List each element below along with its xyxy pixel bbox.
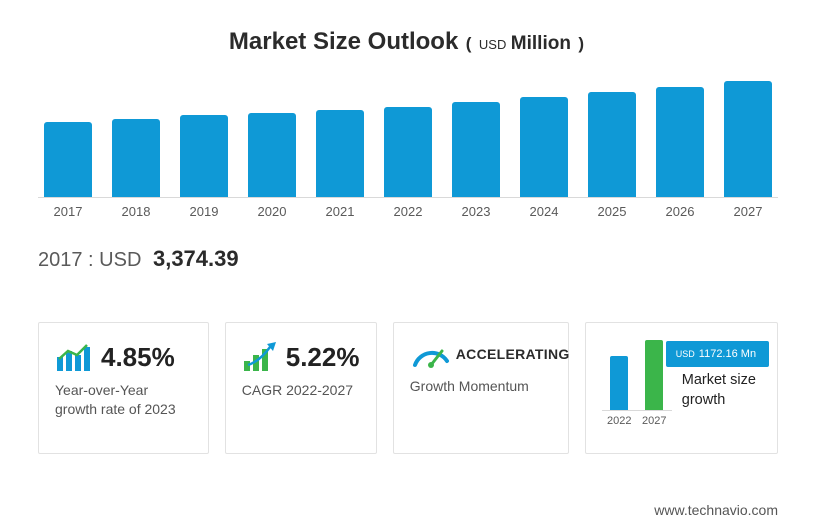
chart-bar (248, 113, 296, 197)
mini-chart-x-axis: 2022 2027 (602, 415, 672, 427)
card-yoy: 4.85% Year-over-Year growth rate of 2023 (38, 322, 209, 454)
momentum-label: Growth Momentum (410, 377, 552, 396)
highlight-year: 2017 (38, 249, 83, 271)
chart-bar (588, 92, 636, 197)
mini-bar-chart (602, 339, 672, 411)
chart-bar (44, 122, 92, 197)
chart-bar (112, 119, 160, 197)
chart-x-label: 2024 (520, 204, 568, 219)
chart-plot (38, 78, 778, 198)
badge-currency: USD (676, 349, 695, 359)
cagr-label: CAGR 2022-2027 (242, 381, 360, 400)
chart-x-label: 2027 (724, 204, 772, 219)
chart-bar (520, 97, 568, 197)
chart-bar (180, 115, 228, 197)
highlight-sep: : (83, 249, 100, 271)
highlight-value: 3,374.39 (147, 246, 239, 271)
growth-arrow-icon (242, 339, 280, 373)
highlight-value-line: 2017 : USD 3,374.39 (38, 246, 778, 272)
mini-chart-bar (610, 356, 628, 410)
mini-chart-bar (645, 340, 663, 410)
chart-x-label: 2026 (656, 204, 704, 219)
title-unit: Million (511, 33, 571, 54)
page-title: Market Size Outlook ( USD Million ) (38, 28, 778, 56)
growth-value-badge: USD 1172.16 Mn (666, 341, 769, 367)
chart-x-label: 2018 (112, 204, 160, 219)
card-cagr: 5.22% CAGR 2022-2027 (225, 322, 377, 454)
bar-line-chart-icon (55, 339, 95, 373)
gauge-icon (410, 339, 450, 369)
chart-x-label: 2020 (248, 204, 296, 219)
title-main: Market Size Outlook (229, 28, 458, 55)
yoy-value: 4.85% (101, 342, 175, 373)
chart-x-label: 2019 (180, 204, 228, 219)
title-paren-close: ) (575, 34, 587, 53)
chart-bar (384, 107, 432, 197)
chart-bar (724, 81, 772, 197)
yoy-label: Year-over-Year growth rate of 2023 (55, 381, 192, 419)
stat-cards: 4.85% Year-over-Year growth rate of 2023… (38, 322, 778, 454)
chart-x-label: 2022 (384, 204, 432, 219)
source-credit: www.technavio.com (654, 502, 778, 518)
chart-bar (316, 110, 364, 197)
mini-chart-x-label: 2027 (642, 415, 666, 427)
chart-bar (452, 102, 500, 197)
card-market-growth: 2022 2027 Market size growth USD 1172.16 … (585, 322, 778, 454)
cagr-value: 5.22% (286, 342, 360, 373)
chart-x-axis: 2017 2018 2019 2020 2021 2022 2023 2024 2025 2026… (38, 198, 778, 219)
card-momentum: ACCELERATING Growth Momentum (393, 322, 569, 454)
chart-x-label: 2017 (44, 204, 92, 219)
chart-x-label: 2023 (452, 204, 500, 219)
chart-x-label: 2021 (316, 204, 364, 219)
mini-chart-x-label: 2022 (607, 415, 631, 427)
momentum-value: ACCELERATING (456, 346, 570, 362)
chart-bar (656, 87, 704, 197)
main-bar-chart: 2017 2018 2019 2020 2021 2022 2023 2024 2025 2026… (38, 78, 778, 228)
badge-value: 1172.16 Mn (699, 348, 756, 360)
title-currency: USD (479, 37, 506, 52)
chart-x-label: 2025 (588, 204, 636, 219)
market-growth-label: Market size growth (682, 371, 761, 410)
title-paren-open: ( (463, 34, 475, 53)
highlight-currency: USD (99, 249, 141, 271)
